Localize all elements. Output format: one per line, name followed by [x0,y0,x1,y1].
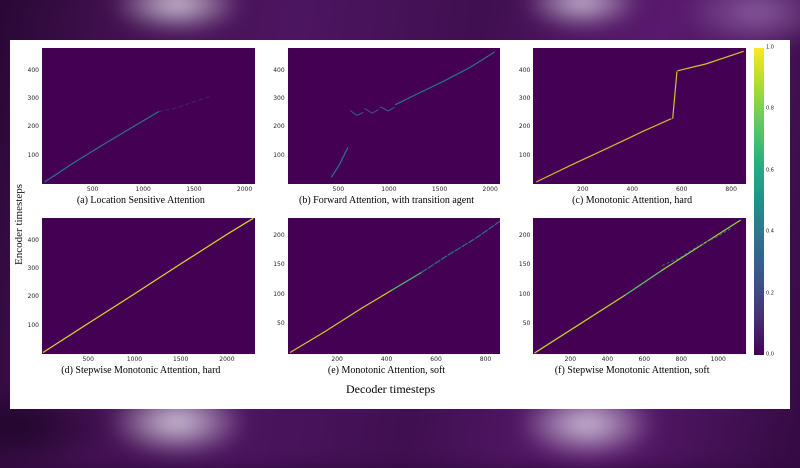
x-tick-label: 600 [430,356,442,363]
x-tick-label: 1000 [126,356,143,363]
y-tick-label: 400 [27,66,39,74]
y-tick-label: 200 [273,231,285,239]
colorbar-tick-label: 0.2 [766,290,774,297]
y-tick-label: 200 [27,123,39,131]
x-tick-label: 500 [82,356,94,363]
y-tick-label: 300 [273,95,285,102]
y-tick-label: 100 [27,151,39,159]
subplot-f: 200 400 600 800 1000 50 100 150 200 (f) Stepwise… [518,218,746,376]
x-tick-label: 800 [725,186,737,193]
y-tick-label: 300 [27,265,39,272]
subplot-b: 500 1000 1500 2000 100 200 300 400 (b) Forward … [273,48,501,206]
heatmap-stepwise-monotonic-hard: 500 1000 1500 2000 100 200 300 400 [28,218,255,363]
subplot-grid: 500 1000 1500 2000 100 200 300 400 (a) Location… [27,48,754,376]
y-tick-label: 100 [273,290,285,298]
y-tick-label: 200 [518,123,531,131]
y-tick-label: 100 [518,290,531,298]
colorbar-tick-label: 1.0 [766,44,774,51]
y-tick-label: 100 [27,321,39,329]
x-tick-label: 1500 [173,356,189,363]
x-tick-label: 1500 [431,186,448,193]
attention-figure-panel: Encoder timesteps 500 1000 1500 2000 100 200 3… [10,40,790,409]
y-tick-label: 400 [273,66,285,74]
x-tick-label: 800 [675,356,687,363]
x-tick-label: 800 [479,356,492,363]
heatmap-forward-attention: 500 1000 1500 2000 100 200 300 400 [273,48,501,193]
y-tick-label: 300 [518,95,531,102]
x-tick-label: 500 [332,186,345,193]
x-tick-label: 1500 [186,186,202,193]
caption-c: (c) Monotonic Attention, hard [572,195,693,206]
colorbar: 1.0 0.8 0.6 0.4 0.2 0.0 [754,40,790,409]
colorbar-tick-label: 0.0 [766,351,774,358]
colorbar-tick-label: 0.8 [766,105,774,112]
x-tick-label: 1000 [710,356,726,363]
y-tick-label: 400 [27,236,39,244]
x-tick-label: 2000 [236,186,253,193]
x-tick-label: 400 [626,186,638,193]
x-tick-label: 200 [577,186,589,193]
y-tick-label: 400 [518,66,531,74]
y-tick-label: 50 [277,320,285,328]
y-tick-label: 200 [518,231,531,239]
x-tick-label: 2000 [482,186,498,193]
colorbar-tick-label: 0.4 [766,228,774,235]
subplot-a: 500 1000 1500 2000 100 200 300 400 (a) Location… [27,48,255,206]
y-tick-label: 100 [273,151,285,159]
y-axis-label-column: Encoder timesteps [10,40,27,409]
colorbar-gradient [754,48,764,355]
colorbar-tick-label: 0.6 [766,167,774,174]
subplot-e: 200 400 600 800 50 100 150 200 (e) Monotonic At… [273,218,501,376]
x-tick-label: 600 [675,186,688,193]
x-tick-label: 2000 [219,356,235,363]
caption-f: (f) Stepwise Monotonic Attention, soft [554,365,710,376]
y-tick-label: 200 [273,123,285,131]
y-tick-label: 300 [27,95,39,102]
caption-a: (a) Location Sensitive Attention [76,195,205,206]
y-tick-label: 150 [273,261,285,269]
y-axis-label: Encoder timesteps [12,184,25,265]
x-tick-label: 200 [331,356,343,363]
caption-d: (d) Stepwise Monotonic Attention, hard [61,365,221,376]
y-tick-label: 50 [522,320,531,328]
x-tick-label: 400 [380,356,393,363]
caption-e: (e) Monotonic Attention, soft [327,365,446,376]
x-axis-label: Decoder timesteps [346,382,435,396]
caption-b: (b) Forward Attention, with transition a… [299,195,474,206]
heatmap-location-sensitive: 500 1000 1500 2000 100 200 300 400 [28,48,255,193]
subplot-c: 200 400 600 800 100 200 300 400 (c) Monotonic A… [518,48,746,206]
x-tick-label: 1000 [135,186,151,193]
y-tick-label: 150 [518,261,531,269]
x-tick-label: 1000 [381,186,397,193]
x-tick-label: 400 [601,356,614,363]
x-tick-label: 600 [638,356,651,363]
heatmap-monotonic-soft: 200 400 600 800 50 100 150 200 [273,218,501,363]
heatmap-monotonic-hard: 200 400 600 800 100 200 300 400 [519,48,746,193]
y-tick-label: 200 [27,293,39,301]
y-tick-label: 100 [518,151,531,159]
x-axis-label-row: Decoder timesteps [27,380,754,398]
subplot-d: 500 1000 1500 2000 100 200 300 400 (d) Stepwise… [27,218,255,376]
heatmap-stepwise-monotonic-soft: 200 400 600 800 1000 50 100 150 200 [519,218,746,363]
x-tick-label: 500 [86,186,99,193]
x-tick-label: 200 [564,356,577,363]
